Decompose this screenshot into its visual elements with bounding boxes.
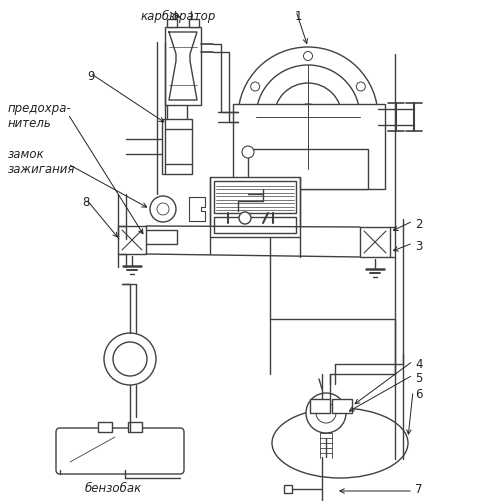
Circle shape (356, 83, 366, 92)
Bar (284, 485, 292, 493)
Circle shape (150, 196, 176, 222)
Text: 1: 1 (295, 10, 302, 23)
Text: карбюратор: карбюратор (140, 10, 216, 23)
Circle shape (239, 212, 251, 224)
Text: 9: 9 (87, 70, 94, 83)
Bar (167, 20, 177, 28)
Circle shape (306, 393, 346, 433)
Circle shape (274, 84, 342, 152)
Text: замок
зажигания: замок зажигания (8, 148, 76, 176)
Text: 5: 5 (415, 371, 422, 384)
Circle shape (304, 53, 312, 62)
Text: 6: 6 (415, 387, 422, 400)
Circle shape (238, 48, 378, 188)
Text: 3: 3 (415, 239, 422, 253)
Text: 2: 2 (415, 217, 422, 230)
Bar (360, 227, 390, 258)
Circle shape (250, 144, 260, 153)
Circle shape (157, 203, 169, 215)
Bar (214, 182, 296, 213)
Circle shape (250, 83, 260, 92)
FancyBboxPatch shape (56, 428, 184, 474)
Circle shape (295, 105, 321, 131)
Bar (233, 105, 385, 189)
Bar (214, 217, 296, 233)
Bar (98, 422, 112, 432)
Text: 4: 4 (415, 357, 422, 370)
Circle shape (304, 174, 312, 183)
Bar (332, 399, 352, 413)
Bar (310, 399, 330, 413)
Bar (128, 422, 142, 432)
Bar (162, 120, 192, 175)
Ellipse shape (272, 408, 408, 478)
Circle shape (256, 66, 360, 170)
Circle shape (356, 144, 366, 153)
Bar (189, 20, 199, 28)
Bar (165, 28, 201, 106)
Text: бензобак: бензобак (84, 481, 141, 494)
Bar (248, 150, 368, 189)
Circle shape (113, 342, 147, 376)
Circle shape (242, 147, 254, 159)
Text: предохра-
нитель: предохра- нитель (8, 102, 72, 130)
Text: 7: 7 (415, 482, 422, 495)
Bar (145, 230, 177, 244)
Bar (118, 226, 146, 255)
Circle shape (104, 333, 156, 385)
Bar (210, 178, 300, 237)
Circle shape (316, 403, 336, 423)
Text: 8: 8 (82, 195, 90, 208)
